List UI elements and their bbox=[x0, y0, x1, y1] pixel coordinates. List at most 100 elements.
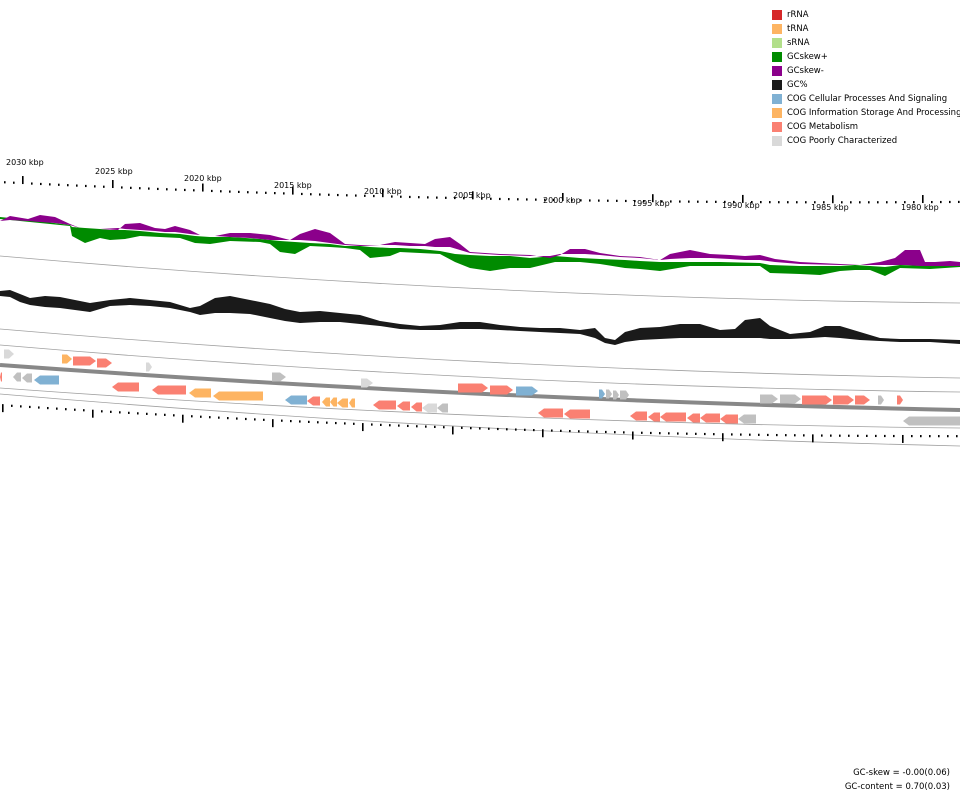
gene-arrow bbox=[660, 412, 686, 422]
minor-tick bbox=[400, 195, 402, 198]
minor-tick bbox=[947, 435, 949, 438]
minor-tick bbox=[785, 434, 787, 437]
minor-tick bbox=[778, 201, 780, 204]
gene-arrow bbox=[4, 349, 14, 359]
minor-tick bbox=[353, 422, 355, 425]
legend-label: rRNA bbox=[787, 10, 809, 20]
minor-tick bbox=[569, 429, 571, 433]
tick-label: 2025 kbp bbox=[95, 167, 133, 176]
legend-item-gc-percent: GC% bbox=[772, 78, 960, 92]
tick-label: 2015 kbp bbox=[274, 181, 312, 190]
minor-tick bbox=[218, 416, 220, 419]
minor-tick bbox=[38, 406, 40, 409]
minor-tick bbox=[875, 434, 877, 438]
gene-arrow bbox=[112, 382, 139, 392]
genome-backbone bbox=[0, 363, 960, 412]
gene-arrow bbox=[564, 409, 590, 419]
minor-tick bbox=[238, 190, 240, 194]
major-tick bbox=[542, 429, 544, 438]
minor-tick bbox=[679, 200, 681, 203]
minor-tick bbox=[866, 434, 868, 437]
legend-label: COG Cellular Processes And Signaling bbox=[787, 94, 948, 104]
minor-tick bbox=[490, 197, 492, 200]
gene-arrow bbox=[152, 385, 186, 395]
minor-tick bbox=[749, 433, 751, 436]
minor-tick bbox=[299, 420, 301, 423]
minor-tick bbox=[517, 198, 519, 201]
minor-tick bbox=[913, 201, 915, 204]
minor-tick bbox=[58, 183, 60, 186]
minor-tick bbox=[463, 197, 465, 200]
minor-tick bbox=[49, 183, 51, 186]
gene-arrow bbox=[613, 390, 619, 400]
gene-arrow bbox=[422, 403, 437, 413]
major-tick bbox=[562, 192, 564, 201]
legend-item-trna: tRNA bbox=[772, 22, 960, 36]
minor-tick bbox=[110, 410, 112, 413]
legend-label: tRNA bbox=[787, 24, 809, 34]
minor-tick bbox=[427, 196, 429, 199]
major-tick bbox=[202, 183, 204, 192]
legend-swatch bbox=[772, 38, 782, 48]
minor-tick bbox=[254, 418, 256, 421]
legend-label: COG Poorly Characterized bbox=[787, 136, 898, 146]
minor-tick bbox=[796, 201, 798, 204]
minor-tick bbox=[670, 200, 672, 203]
minor-tick bbox=[767, 433, 769, 437]
minor-tick bbox=[661, 200, 663, 203]
minor-tick bbox=[317, 421, 319, 424]
minor-tick bbox=[893, 434, 895, 438]
minor-tick bbox=[857, 434, 859, 437]
gene-arrow bbox=[516, 386, 538, 396]
minor-tick bbox=[470, 427, 472, 430]
gene-arrow bbox=[62, 354, 72, 364]
gene-arrow bbox=[397, 401, 410, 411]
minor-tick bbox=[949, 200, 951, 204]
minor-tick bbox=[931, 200, 933, 204]
minor-tick bbox=[121, 186, 123, 189]
major-tick bbox=[922, 195, 924, 204]
minor-tick bbox=[220, 190, 222, 193]
minor-tick bbox=[895, 201, 897, 204]
minor-tick bbox=[11, 404, 13, 407]
minor-tick bbox=[625, 199, 627, 203]
minor-tick bbox=[776, 433, 778, 437]
minor-tick bbox=[938, 435, 940, 438]
minor-tick bbox=[841, 201, 843, 204]
gene-arrow bbox=[623, 390, 629, 400]
minor-tick bbox=[515, 428, 517, 431]
minor-tick bbox=[731, 433, 733, 436]
minor-tick bbox=[236, 417, 238, 420]
minor-tick bbox=[769, 201, 771, 204]
legend-item-cog-cellular: COG Cellular Processes And Signaling bbox=[772, 92, 960, 106]
minor-tick bbox=[76, 184, 78, 187]
minor-tick bbox=[29, 405, 31, 409]
minor-tick bbox=[418, 196, 420, 199]
gene-arrow bbox=[833, 395, 854, 405]
minor-tick bbox=[641, 431, 643, 434]
minor-tick bbox=[535, 198, 537, 201]
minor-tick bbox=[157, 187, 159, 191]
minor-tick bbox=[551, 429, 553, 432]
legend-item-cog-information: COG Information Storage And Processing bbox=[772, 106, 960, 120]
minor-tick bbox=[20, 405, 22, 408]
minor-tick bbox=[787, 201, 789, 204]
legend-swatch bbox=[772, 80, 782, 90]
minor-tick bbox=[499, 197, 501, 201]
major-tick bbox=[182, 414, 184, 423]
minor-tick bbox=[839, 434, 841, 437]
minor-tick bbox=[589, 199, 591, 202]
gene-arrow bbox=[802, 395, 832, 405]
minor-tick bbox=[596, 430, 598, 433]
minor-tick bbox=[256, 191, 258, 194]
gene-arrow bbox=[34, 375, 59, 385]
tick-label: 2010 kbp bbox=[364, 187, 402, 196]
minor-tick bbox=[184, 188, 186, 192]
minor-tick bbox=[425, 425, 427, 428]
minor-tick bbox=[245, 417, 247, 421]
legend-item-rrna: rRNA bbox=[772, 8, 960, 22]
minor-tick bbox=[101, 410, 103, 413]
major-tick bbox=[632, 431, 634, 440]
minor-tick bbox=[416, 425, 418, 428]
minor-tick bbox=[301, 192, 303, 196]
